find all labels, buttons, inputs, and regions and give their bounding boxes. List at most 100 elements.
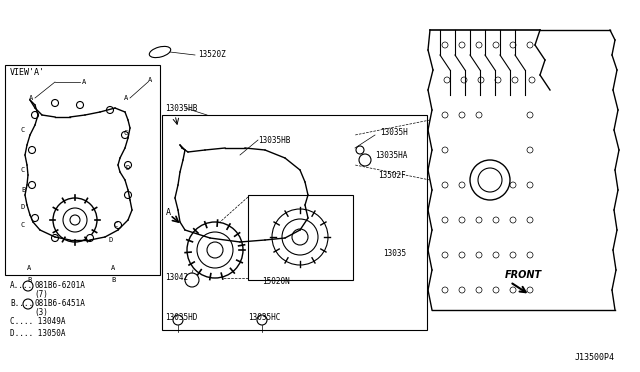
Bar bbox=[248, 195, 353, 280]
Text: J13500P4: J13500P4 bbox=[575, 353, 615, 362]
Text: 13035HA: 13035HA bbox=[375, 151, 408, 160]
Circle shape bbox=[527, 182, 533, 188]
Circle shape bbox=[125, 161, 131, 169]
Circle shape bbox=[77, 102, 83, 109]
Circle shape bbox=[356, 146, 364, 154]
Circle shape bbox=[29, 147, 35, 154]
Text: 081B6-6201A: 081B6-6201A bbox=[34, 282, 85, 291]
Text: C.... 13049A: C.... 13049A bbox=[10, 317, 65, 327]
Circle shape bbox=[527, 112, 533, 118]
Circle shape bbox=[529, 77, 535, 83]
Circle shape bbox=[70, 215, 80, 225]
Circle shape bbox=[31, 112, 38, 119]
Circle shape bbox=[459, 42, 465, 48]
Ellipse shape bbox=[149, 46, 171, 58]
Text: A: A bbox=[124, 95, 128, 101]
Circle shape bbox=[510, 217, 516, 223]
Circle shape bbox=[282, 219, 318, 255]
Text: 15020N: 15020N bbox=[262, 278, 290, 286]
Circle shape bbox=[476, 112, 482, 118]
Circle shape bbox=[442, 42, 448, 48]
Circle shape bbox=[442, 112, 448, 118]
Text: FRONT: FRONT bbox=[505, 270, 542, 280]
Text: A: A bbox=[29, 95, 33, 101]
Circle shape bbox=[527, 217, 533, 223]
Text: 13035HD: 13035HD bbox=[165, 314, 197, 323]
Text: A: A bbox=[166, 208, 170, 217]
Circle shape bbox=[31, 215, 38, 221]
Text: 13520Z: 13520Z bbox=[198, 49, 226, 58]
Text: B: B bbox=[21, 187, 25, 193]
Text: A: A bbox=[148, 77, 152, 83]
Text: (3): (3) bbox=[34, 308, 48, 317]
Circle shape bbox=[493, 42, 499, 48]
Circle shape bbox=[173, 315, 183, 325]
Circle shape bbox=[185, 273, 199, 287]
Text: 081B6-6451A: 081B6-6451A bbox=[34, 299, 85, 308]
Text: 13035: 13035 bbox=[383, 248, 406, 257]
Circle shape bbox=[527, 287, 533, 293]
Text: A: A bbox=[27, 265, 31, 271]
Circle shape bbox=[470, 160, 510, 200]
Circle shape bbox=[292, 229, 308, 245]
Circle shape bbox=[476, 217, 482, 223]
Text: A: A bbox=[82, 79, 86, 85]
Circle shape bbox=[23, 281, 33, 291]
Circle shape bbox=[459, 252, 465, 258]
Text: 13035HC: 13035HC bbox=[248, 314, 280, 323]
Circle shape bbox=[63, 208, 87, 232]
Circle shape bbox=[197, 232, 233, 268]
Text: C: C bbox=[21, 222, 25, 228]
Text: B: B bbox=[111, 277, 115, 283]
Bar bbox=[162, 115, 427, 330]
Circle shape bbox=[495, 77, 501, 83]
Circle shape bbox=[29, 182, 35, 189]
Circle shape bbox=[459, 287, 465, 293]
Text: C: C bbox=[21, 167, 25, 173]
Circle shape bbox=[476, 252, 482, 258]
Text: C: C bbox=[21, 127, 25, 133]
Circle shape bbox=[359, 154, 371, 166]
Circle shape bbox=[272, 209, 328, 265]
Circle shape bbox=[459, 217, 465, 223]
Circle shape bbox=[207, 242, 223, 258]
Bar bbox=[5, 65, 160, 275]
Text: B: B bbox=[27, 277, 31, 283]
Text: 13042: 13042 bbox=[165, 273, 188, 282]
Circle shape bbox=[476, 182, 482, 188]
Text: D: D bbox=[126, 165, 130, 171]
Circle shape bbox=[478, 168, 502, 192]
Circle shape bbox=[510, 42, 516, 48]
Text: D: D bbox=[21, 204, 25, 210]
Circle shape bbox=[527, 42, 533, 48]
Circle shape bbox=[442, 147, 448, 153]
Circle shape bbox=[23, 299, 33, 309]
Circle shape bbox=[476, 287, 482, 293]
Circle shape bbox=[51, 99, 58, 106]
Text: 13035H: 13035H bbox=[380, 128, 408, 137]
Circle shape bbox=[442, 287, 448, 293]
Circle shape bbox=[512, 77, 518, 83]
Circle shape bbox=[125, 192, 131, 199]
Circle shape bbox=[442, 182, 448, 188]
Circle shape bbox=[444, 77, 450, 83]
Text: C: C bbox=[114, 222, 118, 228]
Text: VIEW'A': VIEW'A' bbox=[10, 67, 45, 77]
Text: D: D bbox=[109, 237, 113, 243]
Circle shape bbox=[106, 106, 113, 113]
Circle shape bbox=[493, 182, 499, 188]
Text: C: C bbox=[124, 130, 128, 136]
Text: B....: B.... bbox=[10, 299, 33, 308]
Text: 13035HB: 13035HB bbox=[258, 135, 291, 144]
Circle shape bbox=[459, 112, 465, 118]
Text: A....: A.... bbox=[10, 282, 33, 291]
Circle shape bbox=[527, 252, 533, 258]
Circle shape bbox=[493, 217, 499, 223]
Circle shape bbox=[478, 77, 484, 83]
Circle shape bbox=[493, 252, 499, 258]
Circle shape bbox=[527, 147, 533, 153]
Circle shape bbox=[442, 217, 448, 223]
Circle shape bbox=[510, 252, 516, 258]
Circle shape bbox=[493, 287, 499, 293]
Circle shape bbox=[257, 315, 267, 325]
